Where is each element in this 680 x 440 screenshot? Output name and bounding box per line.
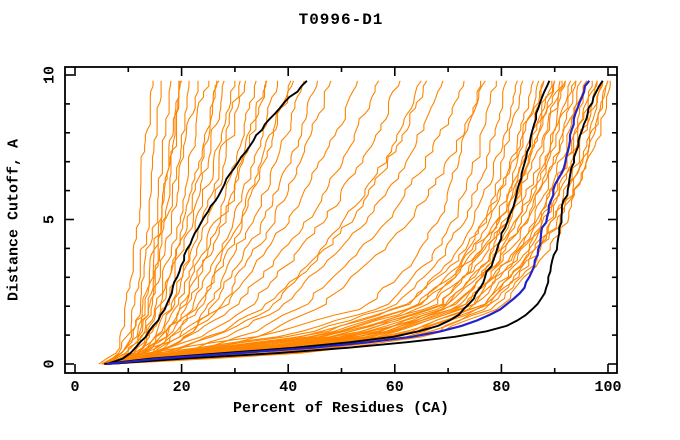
- server-models-curve: [106, 80, 279, 365]
- server-models-curve: [106, 80, 508, 365]
- server-models-curve: [106, 80, 359, 365]
- server-models-curve: [112, 80, 305, 365]
- plot-border: [64, 66, 618, 374]
- server-models-curve: [106, 80, 572, 365]
- x-tick-label: 20: [173, 379, 191, 396]
- server-models-curve: [109, 80, 401, 365]
- server-models-curve: [104, 80, 183, 365]
- server-models-curve: [101, 80, 482, 365]
- server-models-curve: [109, 80, 561, 365]
- server-models-curve: [117, 80, 465, 365]
- server-models-curve: [106, 80, 247, 365]
- server-models-curve: [98, 80, 154, 365]
- server-models-curve: [112, 80, 609, 365]
- server-models-curve: [109, 80, 292, 365]
- y-tick-label: 5: [41, 215, 58, 224]
- x-tick-label: 100: [594, 379, 621, 396]
- model-black-mid-curve: [104, 80, 551, 365]
- server-models-curve: [112, 80, 486, 365]
- chart-title: T0996-D1: [298, 11, 384, 29]
- server-models-curve: [104, 80, 180, 365]
- y-axis-title: Distance Cutoff, A: [5, 138, 23, 302]
- x-tick-label: 40: [279, 379, 297, 396]
- server-models-curve: [106, 80, 545, 365]
- server-models-curve: [101, 80, 267, 365]
- curves-layer: [98, 80, 611, 366]
- server-models-curve: [112, 80, 268, 365]
- server-models-curve: [106, 80, 199, 365]
- y-tick-label: 0: [41, 359, 58, 368]
- server-models-curve: [106, 80, 604, 365]
- server-models-curve: [104, 80, 598, 365]
- server-models-curve: [109, 80, 428, 365]
- server-models-curve: [112, 80, 295, 365]
- server-models-curve: [101, 80, 563, 365]
- x-tick-label: 60: [386, 379, 404, 396]
- model-black-right-curve: [106, 80, 604, 365]
- server-models-curve: [109, 80, 524, 365]
- y-tick-label: 10: [41, 66, 58, 84]
- x-tick-label: 0: [70, 379, 79, 396]
- server-models-curve: [101, 80, 172, 365]
- server-models-curve: [112, 80, 380, 365]
- server-models-curve: [106, 80, 218, 365]
- x-tick-label: 80: [492, 379, 510, 396]
- server-models-curve: [104, 80, 210, 365]
- server-models-curve: [101, 80, 518, 365]
- x-axis-title: Percent of Residues (CA): [232, 400, 450, 417]
- server-models-curve: [112, 80, 609, 365]
- server-models-curve: [101, 80, 553, 365]
- server-models-curve: [106, 80, 444, 365]
- server-models-curve: [112, 80, 545, 365]
- server-models-curve: [109, 80, 588, 365]
- model-blue-curve: [106, 80, 591, 366]
- server-models-curve: [114, 80, 422, 365]
- server-models-curve: [114, 80, 332, 365]
- server-models-curve: [101, 80, 162, 365]
- server-models-curve: [101, 80, 236, 365]
- server-models-curve: [106, 80, 577, 365]
- model-black-left-curve: [106, 80, 308, 365]
- server-models-curve: [104, 80, 497, 365]
